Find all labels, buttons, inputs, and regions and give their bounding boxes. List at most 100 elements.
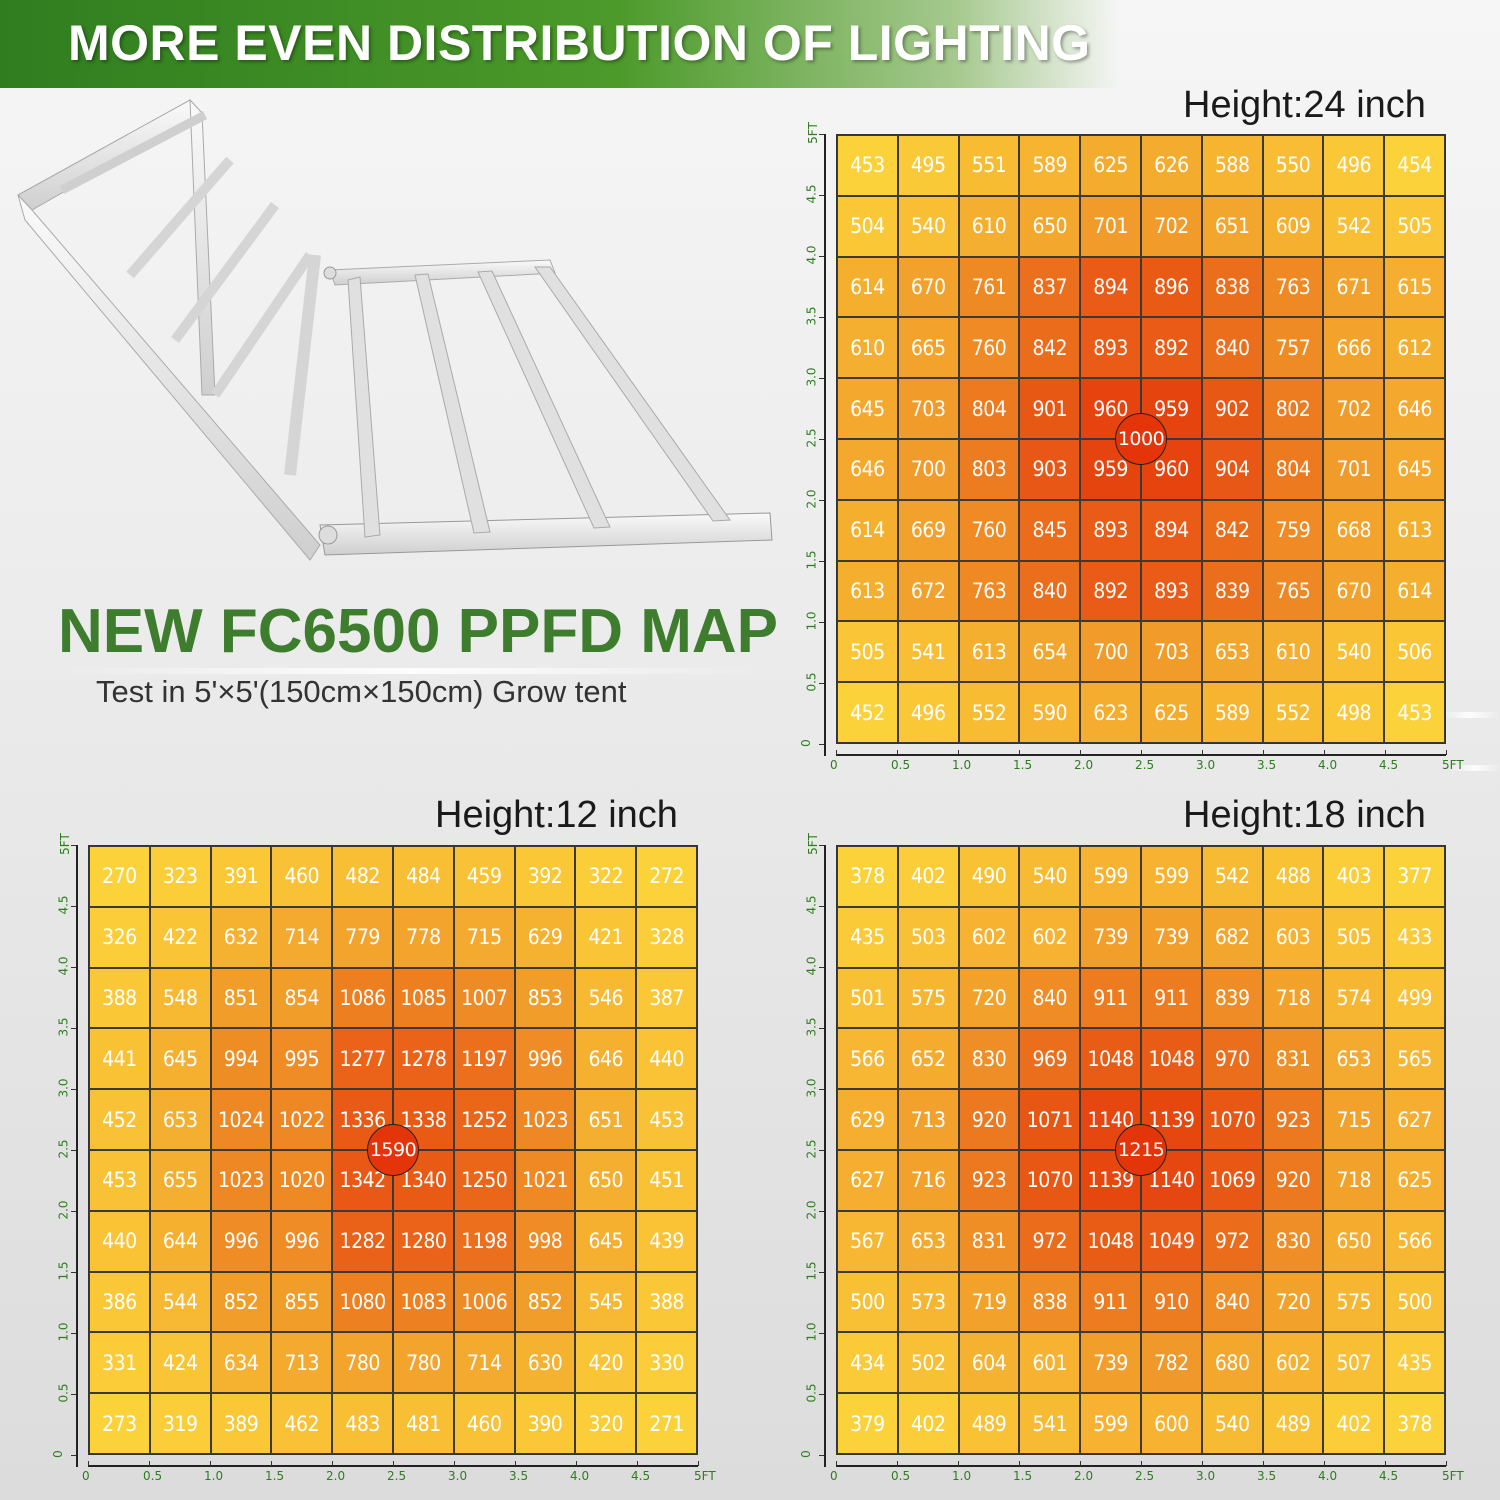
x-tick-label: 4.0 [570,1469,590,1483]
heatmap-cell: 441 [89,1028,150,1090]
heatmap-cell: 1070 [1201,1089,1263,1150]
heatmap-cell: 627 [837,1149,898,1211]
heatmap-cell: 972 [1019,1210,1081,1272]
heatmap-cell: 575 [1323,1271,1385,1333]
y-axis-line [824,845,826,1467]
x-tick-label: 1.5 [265,1469,285,1483]
y-tick-mark [819,1333,824,1334]
heatmap-cell: 614 [837,256,898,318]
x-tick-label: 5FT [694,1469,716,1483]
heatmap-cell: 1048 [1080,1210,1141,1272]
heatmap-cell: 552 [958,682,1020,743]
heatmap-cell: 779 [332,906,393,968]
heatmap-cell: 839 [1201,560,1263,622]
y-tick-mark [819,1455,824,1456]
heatmap-cell: 440 [89,1210,150,1272]
y-tick-label: 2.5 [56,1139,71,1159]
heatmap-cell: 330 [636,1332,697,1394]
heatmap-cell: 496 [897,682,959,743]
heatmap-cell: 840 [1019,967,1081,1029]
heatmap-cell: 602 [958,906,1020,968]
heatmap-cell: 715 [1323,1089,1385,1150]
heatmap-cell: 452 [89,1089,150,1150]
heatmap-cell: 320 [575,1393,637,1454]
y-tick-label: 1.5 [56,1261,71,1281]
heatmap-cell: 614 [837,499,898,561]
x-tick-mark [637,1461,638,1466]
light-streak [1440,712,1500,718]
heatmap-cell: 702 [1140,195,1202,257]
x-tick-label: 0 [82,1469,90,1483]
x-tick-mark [1324,1461,1325,1466]
heatmap-cell: 377 [1384,846,1445,907]
heatmap-cell: 625 [1080,135,1141,196]
heatmap-cell: 575 [897,967,959,1029]
heatmap-cell: 629 [514,906,576,968]
heatmap-cell: 610 [958,195,1020,257]
heatmap-cell: 652 [897,1028,959,1090]
heatmap-cell: 651 [575,1089,637,1150]
heatmap-cell: 718 [1262,967,1324,1029]
y-tick-mark [819,317,824,318]
x-tick-mark [332,1461,333,1466]
y-tick-label: 2.0 [804,1200,819,1220]
y-tick-label: 4.5 [56,895,71,915]
heatmap-cell: 326 [89,906,150,968]
x-tick-label: 0.5 [143,1469,163,1483]
heatmap-cell: 540 [897,195,959,257]
heatmap-cell: 451 [636,1149,697,1211]
heatmap-cell: 630 [514,1332,576,1394]
heatmap-cell: 603 [1262,906,1324,968]
center-reading-circle: 1000 [1115,413,1167,465]
heatmap-cell: 838 [1201,256,1263,318]
heatmap-cell: 574 [1323,967,1385,1029]
heatmap-cell: 893 [1080,499,1141,561]
heatmap-cell: 840 [1019,560,1081,622]
y-tick-mark [71,1455,76,1456]
heatmap-cell: 655 [149,1149,211,1211]
x-tick-label: 4.5 [1379,758,1399,772]
heatmap-cell: 588 [1201,135,1263,196]
heatmap-cell: 653 [1201,621,1263,683]
y-tick-label: 4.5 [804,895,819,915]
y-tick-label: 1.0 [56,1322,71,1342]
heatmap-cell: 778 [392,906,454,968]
heatmap-cell: 505 [1384,195,1445,257]
heatmap-cell: 780 [392,1332,454,1394]
heatmap-cell: 545 [575,1271,637,1333]
x-tick-label: 0.5 [891,758,911,772]
heatmap-cell: 972 [1201,1210,1263,1272]
x-tick-label: 2.5 [1135,758,1155,772]
heatmap-cell: 904 [1201,438,1263,500]
heatmap-cell: 713 [897,1089,959,1150]
x-tick-mark [1019,750,1020,755]
heatmap-cell: 757 [1262,317,1324,379]
y-tick-label: 2.5 [804,428,819,448]
x-tick-mark [1385,750,1386,755]
heatmap-cell: 403 [1323,846,1385,907]
heatmap-cell: 700 [897,438,959,500]
heatmap-cell: 645 [149,1028,211,1090]
heatmap-cell: 719 [958,1271,1020,1333]
heatmap-cell: 650 [575,1149,637,1211]
heatmap-cell: 602 [1019,906,1081,968]
heatmap-cell: 840 [1201,1271,1263,1333]
heatmap-cell: 613 [1384,499,1445,561]
heatmap-cell: 671 [1323,256,1385,318]
y-tick-mark [819,1089,824,1090]
y-tick-label: 4.5 [804,184,819,204]
heatmap-cell: 896 [1140,256,1202,318]
heatmap-cell: 646 [1384,378,1445,439]
heatmap-cell: 602 [1262,1332,1324,1394]
y-tick-label: 1.0 [804,611,819,631]
y-tick-label: 5FT [805,833,820,855]
heatmap-cell: 402 [897,846,959,907]
x-tick-label: 0 [830,1469,838,1483]
y-tick-label: 2.5 [804,1139,819,1159]
product-title: NEW FC6500 PPFD MAP [58,597,779,666]
heatmap-cell: 840 [1201,317,1263,379]
heatmap-cell: 994 [210,1028,272,1090]
x-tick-label: 3.5 [509,1469,529,1483]
heatmap-cell: 600 [1140,1393,1202,1454]
heatmap-cell: 852 [210,1271,272,1333]
